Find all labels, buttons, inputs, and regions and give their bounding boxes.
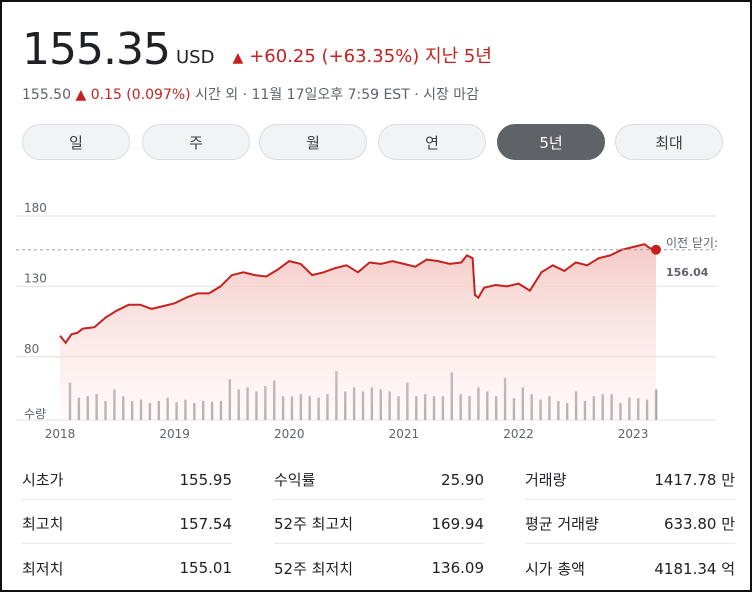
stats-grid: 시초가 155.95 수익률 25.90 거래량 1417.78 만 최고치 1…: [22, 460, 742, 590]
after-hours-price: 155.50: [22, 87, 71, 103]
stat-label: 평균 거래량: [525, 515, 599, 533]
after-hours-change: 0.15 (0.097%): [90, 87, 191, 103]
stat-low: 최저치 155.01: [22, 548, 232, 588]
stat-value: 633.80 만: [663, 515, 735, 533]
after-hours-label: 시간 외 · 11월 17일오후 7:59 EST · 시장 마감: [195, 87, 480, 103]
after-hours-row: 155.50 ▲ 0.15 (0.097%) 시간 외 · 11월 17일오후 …: [22, 84, 479, 104]
stat-label: 최저치: [22, 559, 64, 578]
x-tick-label: 2023: [618, 427, 649, 441]
stat-label: 52주 최저치: [274, 559, 354, 578]
current-price: 155.35: [22, 24, 171, 75]
x-tick-label: 2019: [159, 427, 190, 441]
stat-value: 155.01: [179, 559, 233, 577]
price-header: 155.35 USD ▲ +60.25 (+63.35%) 지난 5년: [22, 22, 492, 72]
previous-close-value: 156.04: [666, 266, 709, 279]
stat-value: 1417.78 만: [654, 471, 735, 489]
stat-avg-volume: 평균 거래량 633.80 만: [525, 504, 735, 544]
stat-open: 시초가 155.95: [22, 460, 232, 500]
stat-value: 136.09: [431, 559, 485, 577]
x-tick-label: 2018: [45, 427, 76, 441]
up-arrow-icon: ▲: [75, 87, 87, 103]
stat-value: 25.90: [441, 470, 484, 489]
price-chart[interactable]: 180 130 80 수량 2018 2019 2020 2021 2022 2023 이전 닫…: [16, 202, 740, 452]
stat-label: 최고치: [22, 515, 64, 533]
range-tabs: 일 주 월 연 5년 최대: [22, 124, 734, 162]
stat-label: 시초가: [22, 471, 64, 489]
stat-52-week-high: 52주 최고치 169.94: [274, 504, 484, 544]
stat-market-cap: 시가 총액 4181.34 억: [525, 548, 735, 588]
last-price-dot: [651, 244, 661, 255]
tab-year[interactable]: 연: [378, 124, 486, 160]
stat-value: 169.94: [431, 514, 485, 533]
currency-label: USD: [175, 47, 215, 68]
stat-value: 157.54: [179, 514, 233, 533]
stat-label: 52주 최고치: [274, 515, 354, 533]
stat-dividend-yield: 수익률 25.90: [274, 460, 484, 500]
stat-value: 155.95: [179, 470, 233, 489]
tab-week[interactable]: 주: [142, 124, 250, 160]
price-area: [60, 244, 656, 420]
up-arrow-icon: ▲: [232, 50, 244, 66]
x-tick-label: 2020: [274, 427, 305, 441]
stat-volume: 거래량 1417.78 만: [525, 460, 735, 500]
stat-label: 시가 총액: [525, 559, 585, 578]
tab-month[interactable]: 월: [259, 124, 367, 160]
previous-close-label: 이전 닫기:: [666, 236, 718, 250]
stat-52-week-low: 52주 최저치 136.09: [274, 548, 484, 588]
stat-label: 거래량: [525, 471, 567, 489]
stat-high: 최고치 157.54: [22, 504, 232, 544]
x-tick-label: 2021: [389, 427, 420, 441]
stat-label: 수익률: [274, 471, 316, 489]
y-tick-label: 80: [24, 342, 39, 356]
y-tick-label: 180: [24, 202, 47, 215]
tab-5-years[interactable]: 5년: [497, 124, 605, 160]
price-change: ▲ +60.25 (+63.35%) 지난 5년: [232, 42, 491, 68]
x-tick-label: 2022: [503, 427, 534, 441]
price-change-text: +60.25 (+63.35%) 지난 5년: [249, 46, 492, 67]
price-line: [59, 243, 657, 345]
volume-label: 수량: [24, 407, 46, 421]
y-tick-label: 130: [24, 271, 47, 285]
tab-max[interactable]: 최대: [615, 124, 723, 160]
stat-value: 4181.34 억: [654, 559, 735, 578]
tab-day[interactable]: 일: [22, 124, 130, 160]
